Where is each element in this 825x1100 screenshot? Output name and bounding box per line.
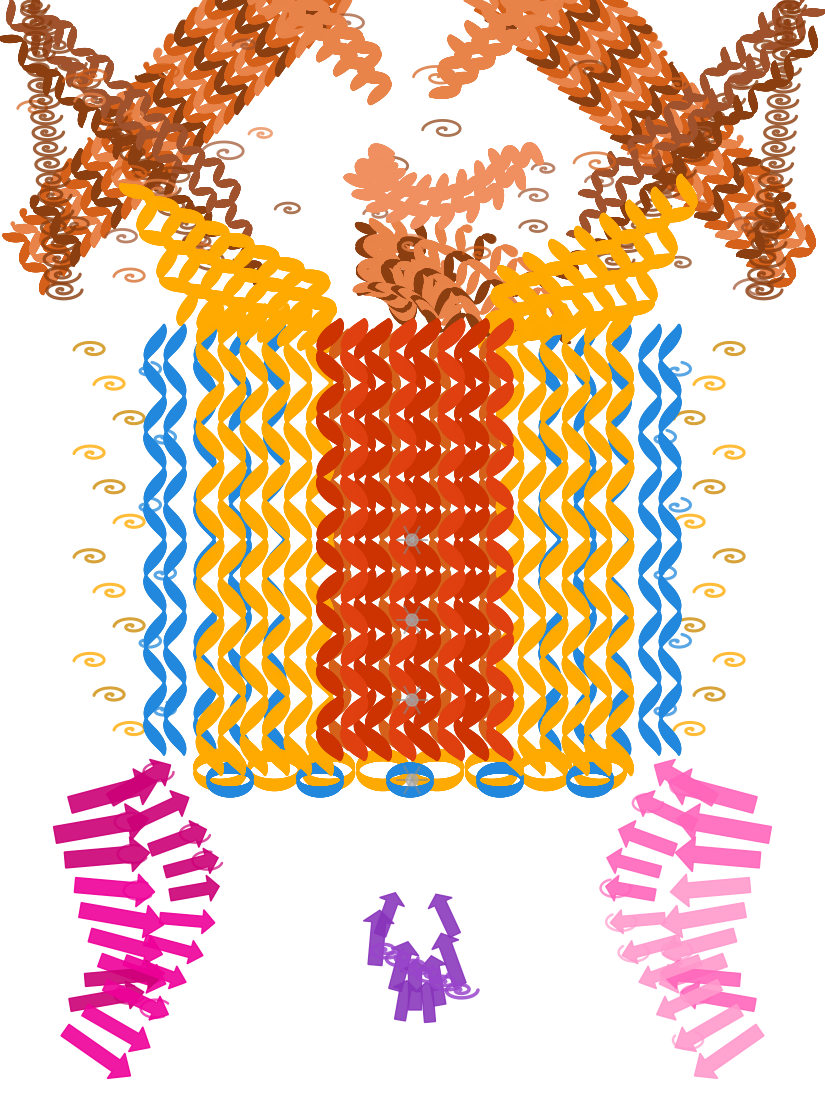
FancyArrow shape xyxy=(64,837,149,872)
FancyArrow shape xyxy=(675,1004,743,1052)
FancyArrow shape xyxy=(389,942,419,992)
FancyArrow shape xyxy=(619,821,677,856)
FancyArrow shape xyxy=(622,935,681,964)
FancyArrow shape xyxy=(144,935,203,964)
FancyArrow shape xyxy=(84,960,165,989)
FancyArrow shape xyxy=(420,956,446,1006)
FancyArrow shape xyxy=(54,804,148,844)
FancyArrow shape xyxy=(106,759,171,806)
Circle shape xyxy=(406,774,418,786)
FancyArrow shape xyxy=(363,910,394,966)
FancyArrow shape xyxy=(88,928,163,965)
FancyArrow shape xyxy=(662,903,747,938)
FancyArrow shape xyxy=(74,874,155,906)
FancyArrow shape xyxy=(127,791,189,830)
FancyArrow shape xyxy=(432,933,466,987)
FancyArrow shape xyxy=(61,1024,130,1078)
FancyArrow shape xyxy=(659,954,728,993)
FancyArrow shape xyxy=(415,982,440,1023)
FancyArrow shape xyxy=(676,837,761,872)
Circle shape xyxy=(406,694,418,706)
FancyArrow shape xyxy=(78,903,163,938)
FancyArrow shape xyxy=(169,876,219,901)
FancyArrow shape xyxy=(668,769,757,813)
FancyArrow shape xyxy=(636,791,698,830)
FancyArrow shape xyxy=(401,960,429,1010)
FancyArrow shape xyxy=(657,980,723,1020)
FancyArrow shape xyxy=(97,954,166,993)
FancyArrow shape xyxy=(82,1004,150,1052)
FancyArrow shape xyxy=(102,980,168,1020)
FancyArrow shape xyxy=(163,848,218,878)
FancyArrow shape xyxy=(394,980,417,1021)
Circle shape xyxy=(406,534,418,546)
FancyArrow shape xyxy=(654,759,719,806)
FancyArrow shape xyxy=(606,876,656,901)
Circle shape xyxy=(406,614,418,626)
FancyArrow shape xyxy=(639,955,702,989)
FancyArrow shape xyxy=(148,821,206,856)
FancyArrow shape xyxy=(695,1024,764,1078)
FancyArrow shape xyxy=(610,910,666,934)
FancyArrow shape xyxy=(660,960,741,989)
FancyArrow shape xyxy=(68,981,144,1011)
FancyArrow shape xyxy=(159,910,214,934)
FancyArrow shape xyxy=(68,769,157,813)
FancyArrow shape xyxy=(375,893,404,937)
FancyArrow shape xyxy=(681,981,757,1011)
FancyArrow shape xyxy=(607,848,662,878)
FancyArrow shape xyxy=(676,804,771,844)
FancyArrow shape xyxy=(123,955,186,989)
FancyArrow shape xyxy=(662,928,737,965)
FancyArrow shape xyxy=(428,894,460,937)
FancyArrow shape xyxy=(670,874,751,906)
